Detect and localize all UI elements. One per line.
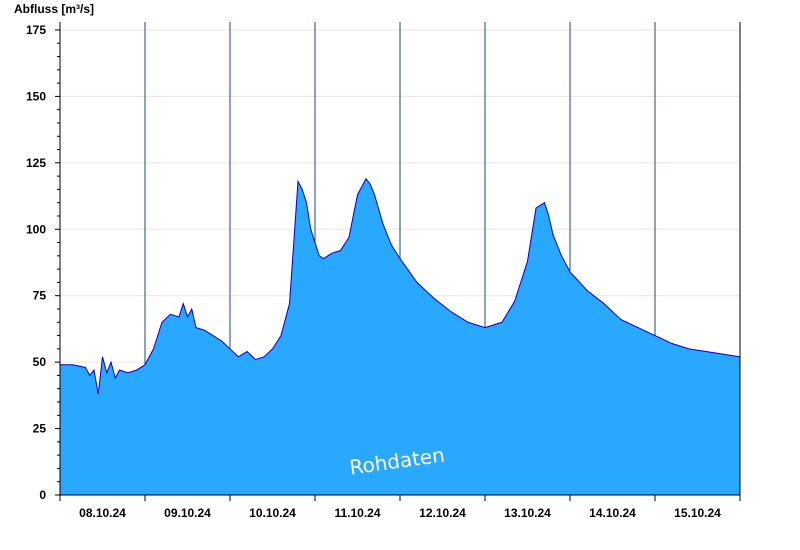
y-tick-label: 50 [33, 355, 47, 369]
x-tick-label: 13.10.24 [504, 506, 551, 520]
x-tick-label: 14.10.24 [589, 506, 636, 520]
y-tick-label: 100 [26, 222, 46, 236]
y-axis: 0 25 50 75 100 125 150 175 [26, 22, 741, 502]
y-tick-label: 175 [26, 23, 46, 37]
y-tick-label: 25 [33, 422, 47, 436]
x-tick-label: 10.10.24 [249, 506, 296, 520]
y-tick-label: 150 [26, 89, 46, 103]
y-tick-label: 125 [26, 156, 46, 170]
x-tick-label: 09.10.24 [164, 506, 211, 520]
y-axis-title: Abfluss [m³/s] [14, 2, 94, 16]
y-tick-label: 75 [33, 289, 47, 303]
y-tick-label: 0 [39, 488, 46, 502]
x-tick-label: 15.10.24 [674, 506, 721, 520]
x-tick-label: 08.10.24 [79, 506, 126, 520]
x-axis: 08.10.24 09.10.24 10.10.24 11.10.24 12.10.24… [59, 494, 741, 520]
x-tick-label: 12.10.24 [419, 506, 466, 520]
discharge-area [60, 178, 740, 496]
discharge-line [60, 177, 741, 395]
x-tick-label: 11.10.24 [334, 506, 380, 520]
